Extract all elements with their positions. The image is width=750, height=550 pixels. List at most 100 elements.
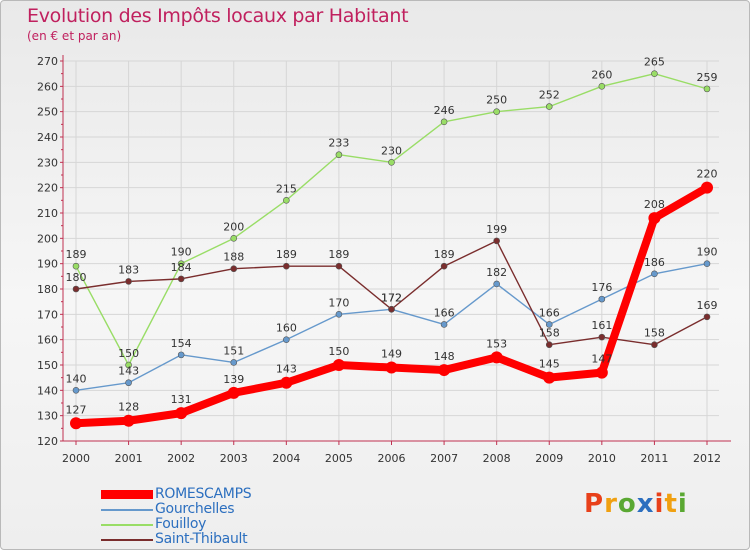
- data-label-romescamps: 147: [591, 353, 612, 366]
- data-label-romescamps: 127: [66, 403, 87, 416]
- proxiti-logo: Proxiti: [584, 489, 688, 519]
- data-label-saint-thibault: 189: [434, 248, 455, 261]
- legend-label-saint-thibault: Saint-Thibault: [155, 531, 248, 547]
- y-tick-label: 160: [37, 334, 58, 347]
- data-point-romescamps: [175, 407, 188, 420]
- data-label-fouilloy: 233: [328, 137, 349, 150]
- data-point-fouilloy: [651, 70, 658, 77]
- y-tick-label: 210: [37, 207, 58, 220]
- y-tick-label: 230: [37, 156, 58, 169]
- data-label-gourchelles: 140: [66, 372, 87, 385]
- data-label-saint-thibault: 161: [591, 319, 612, 332]
- data-point-romescamps: [385, 361, 398, 374]
- data-point-saint-thibault: [493, 237, 500, 245]
- data-label-saint-thibault: 184: [171, 261, 192, 274]
- legend-swatch-saint-thibault: [101, 539, 153, 541]
- data-label-gourchelles: 154: [171, 337, 192, 350]
- data-point-fouilloy: [598, 83, 606, 90]
- data-label-romescamps: 149: [381, 348, 402, 361]
- y-tick-label: 190: [37, 258, 58, 271]
- data-label-gourchelles: 172: [381, 291, 402, 304]
- data-label-gourchelles: 143: [118, 365, 139, 378]
- logo-letter: t: [664, 489, 678, 519]
- data-point-gourchelles: [335, 311, 343, 318]
- data-label-gourchelles: 160: [276, 322, 297, 335]
- data-point-gourchelles: [283, 336, 290, 343]
- data-label-gourchelles: 166: [539, 306, 560, 319]
- x-tick-label: 2003: [220, 452, 248, 465]
- logo-letter: P: [584, 489, 605, 519]
- legend-label-fouilloy: Fouilloy: [155, 516, 207, 532]
- data-label-saint-thibault: 183: [118, 263, 139, 276]
- x-tick-label: 2012: [693, 452, 721, 465]
- data-label-gourchelles: 170: [328, 296, 349, 309]
- data-point-romescamps: [227, 386, 240, 399]
- data-point-saint-thibault: [651, 341, 658, 349]
- x-tick-label: 2000: [62, 452, 90, 465]
- data-point-gourchelles: [440, 321, 448, 328]
- legend-swatch-gourchelles: [101, 509, 153, 511]
- data-label-romescamps: 150: [328, 345, 349, 358]
- y-tick-label: 170: [37, 308, 58, 321]
- legend-label-romescamps: ROMESCAMPS: [155, 486, 252, 502]
- data-label-fouilloy: 250: [486, 94, 507, 107]
- data-label-saint-thibault: 188: [223, 251, 244, 264]
- logo-letter: o: [617, 489, 637, 519]
- logo-letter: i: [677, 489, 688, 519]
- data-point-saint-thibault: [598, 333, 606, 341]
- data-point-fouilloy: [440, 118, 448, 126]
- data-label-romescamps: 131: [171, 393, 192, 406]
- data-point-fouilloy: [335, 151, 343, 159]
- data-label-fouilloy: 265: [644, 56, 665, 69]
- data-point-gourchelles: [72, 387, 80, 394]
- data-label-gourchelles: 151: [223, 344, 244, 357]
- data-point-saint-thibault: [440, 262, 448, 270]
- x-tick-label: 2008: [483, 452, 511, 465]
- data-point-saint-thibault: [72, 285, 80, 293]
- legend-swatch-fouilloy: [101, 524, 153, 526]
- data-point-fouilloy: [545, 103, 553, 110]
- data-label-romescamps: 220: [697, 168, 718, 181]
- data-label-gourchelles: 182: [486, 266, 507, 279]
- data-label-romescamps: 143: [276, 363, 297, 376]
- y-tick-label: 180: [37, 283, 58, 296]
- data-point-saint-thibault: [335, 262, 343, 270]
- data-point-saint-thibault: [177, 275, 185, 283]
- data-point-romescamps: [490, 351, 503, 364]
- y-tick-label: 140: [37, 384, 58, 397]
- data-point-fouilloy: [493, 108, 500, 115]
- y-tick-label: 270: [37, 55, 58, 68]
- x-tick-label: 2011: [640, 452, 668, 465]
- data-point-gourchelles: [493, 280, 500, 288]
- data-label-gourchelles: 166: [434, 306, 455, 319]
- y-tick-label: 130: [37, 410, 58, 423]
- data-point-saint-thibault: [230, 265, 238, 273]
- data-point-gourchelles: [125, 379, 132, 387]
- x-tick-label: 2004: [272, 452, 300, 465]
- logo-letter: x: [636, 489, 655, 519]
- data-point-romescamps: [332, 359, 345, 371]
- legend-swatch-romescamps: [101, 490, 153, 499]
- data-label-fouilloy: 190: [171, 246, 192, 259]
- data-label-romescamps: 148: [434, 350, 455, 363]
- logo-letter: r: [604, 489, 618, 519]
- data-point-fouilloy: [703, 85, 711, 93]
- data-point-fouilloy: [388, 159, 395, 166]
- y-tick-label: 260: [37, 80, 58, 93]
- data-point-fouilloy: [283, 197, 290, 204]
- data-point-fouilloy: [230, 235, 238, 242]
- data-point-gourchelles: [703, 260, 711, 267]
- data-label-romescamps: 128: [118, 401, 139, 414]
- data-label-saint-thibault: 189: [276, 248, 297, 261]
- data-label-saint-thibault: 158: [539, 327, 560, 340]
- y-tick-label: 120: [37, 435, 58, 448]
- data-point-gourchelles: [545, 321, 553, 328]
- data-label-fouilloy: 230: [381, 144, 402, 157]
- data-point-fouilloy: [177, 260, 185, 267]
- data-label-gourchelles: 190: [697, 246, 718, 259]
- x-tick-label: 2002: [167, 452, 195, 465]
- y-tick-label: 200: [37, 232, 58, 245]
- data-label-saint-thibault: 158: [644, 327, 665, 340]
- data-label-saint-thibault: 199: [486, 223, 507, 236]
